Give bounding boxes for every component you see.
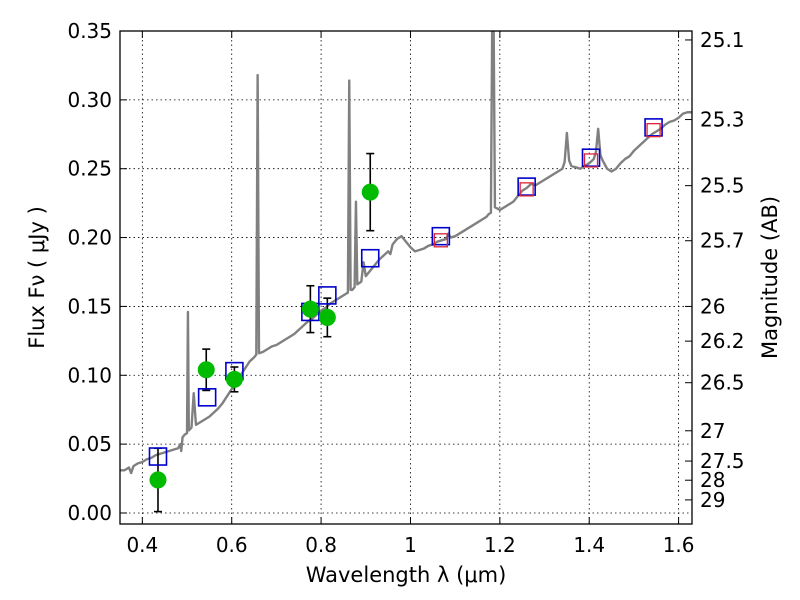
plot-frame: [119, 30, 693, 525]
right-axis-tick-label: 27: [700, 419, 725, 443]
x-axis-label: Wavelength λ (μm): [306, 563, 507, 587]
blue-square-marker: [318, 286, 337, 305]
red-square-marker: [583, 153, 599, 168]
x-tick-label: 0.6: [216, 533, 248, 557]
y-tick-label: 0.20: [67, 226, 112, 250]
spectrum-line: [120, 31, 692, 475]
right-axis-tick-label: 26: [700, 294, 725, 318]
x-tick-label: 1: [404, 533, 417, 557]
y-tick-label: 0.30: [67, 88, 112, 112]
y-tick-label: 0.35: [67, 19, 112, 43]
red-square-marker: [646, 123, 661, 138]
observed-point: [301, 300, 319, 318]
right-axis-tick-label: 25.3: [700, 108, 745, 132]
y-tick-label: 0.15: [67, 294, 112, 318]
right-axis-tick-label: 29: [700, 488, 725, 512]
blue-square-series: [148, 118, 663, 466]
y-axis-label: Flux Fν ( μJy ): [25, 206, 49, 349]
y-tick-label: 0.05: [67, 432, 112, 456]
red-square-series: [433, 123, 661, 248]
y-tick-label: 0.00: [67, 501, 112, 525]
right-axis-tick-label: 28: [700, 468, 725, 492]
x-tick-label: 1.2: [484, 533, 516, 557]
spectrum-series: [120, 31, 692, 475]
observed-point: [318, 308, 336, 326]
right-axis-tick-label: 27.5: [700, 449, 745, 473]
right-axis-label: Magnitude (AB): [758, 196, 782, 359]
axis-ticks: [120, 30, 692, 524]
y-tick-label: 0.10: [67, 363, 112, 387]
blue-square-marker: [517, 177, 536, 196]
y-tick-labels: 0.00 0.05 0.10 0.15 0.20 0.25 0.30 0.35: [67, 19, 112, 525]
x-tick-labels: 0.4 0.6 0.8 1 1.2 1.4 1.6: [126, 533, 694, 557]
right-axis-tick-label: 26.5: [700, 371, 745, 395]
observed-point: [149, 471, 167, 489]
y-tick-label: 0.25: [67, 157, 112, 181]
x-tick-label: 0.4: [126, 533, 158, 557]
right-axis-tick-label: 25.1: [700, 28, 745, 52]
blue-square-marker: [197, 388, 217, 407]
observed-point: [225, 370, 243, 388]
blue-square-marker: [148, 447, 168, 466]
blue-square-marker: [644, 118, 663, 137]
red-square-marker: [519, 182, 534, 197]
blue-square-marker: [431, 226, 451, 246]
red-square-marker: [433, 233, 449, 248]
observed-points: [149, 183, 379, 489]
right-axis-tick-label: 25.5: [700, 174, 745, 198]
right-axis-tick-label: 25.7: [700, 229, 745, 253]
x-tick-label: 1.6: [663, 533, 695, 557]
x-tick-label: 1.4: [573, 533, 605, 557]
observed-point: [361, 183, 379, 201]
blue-square-marker: [360, 248, 380, 268]
x-tick-label: 0.8: [305, 533, 337, 557]
blue-square-marker: [581, 148, 601, 167]
observed-point: [197, 361, 215, 379]
right-axis-tick-label: 26.2: [700, 329, 745, 353]
